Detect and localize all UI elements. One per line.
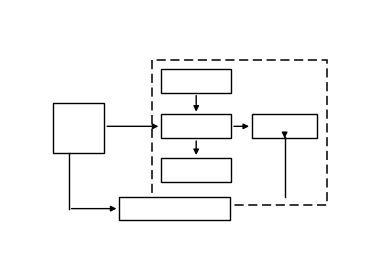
Bar [161, 69, 231, 93]
Bar [119, 197, 230, 220]
Bar [161, 114, 231, 138]
Bar [161, 158, 231, 182]
Bar [53, 103, 105, 153]
Bar [153, 60, 327, 205]
Bar [252, 114, 317, 138]
